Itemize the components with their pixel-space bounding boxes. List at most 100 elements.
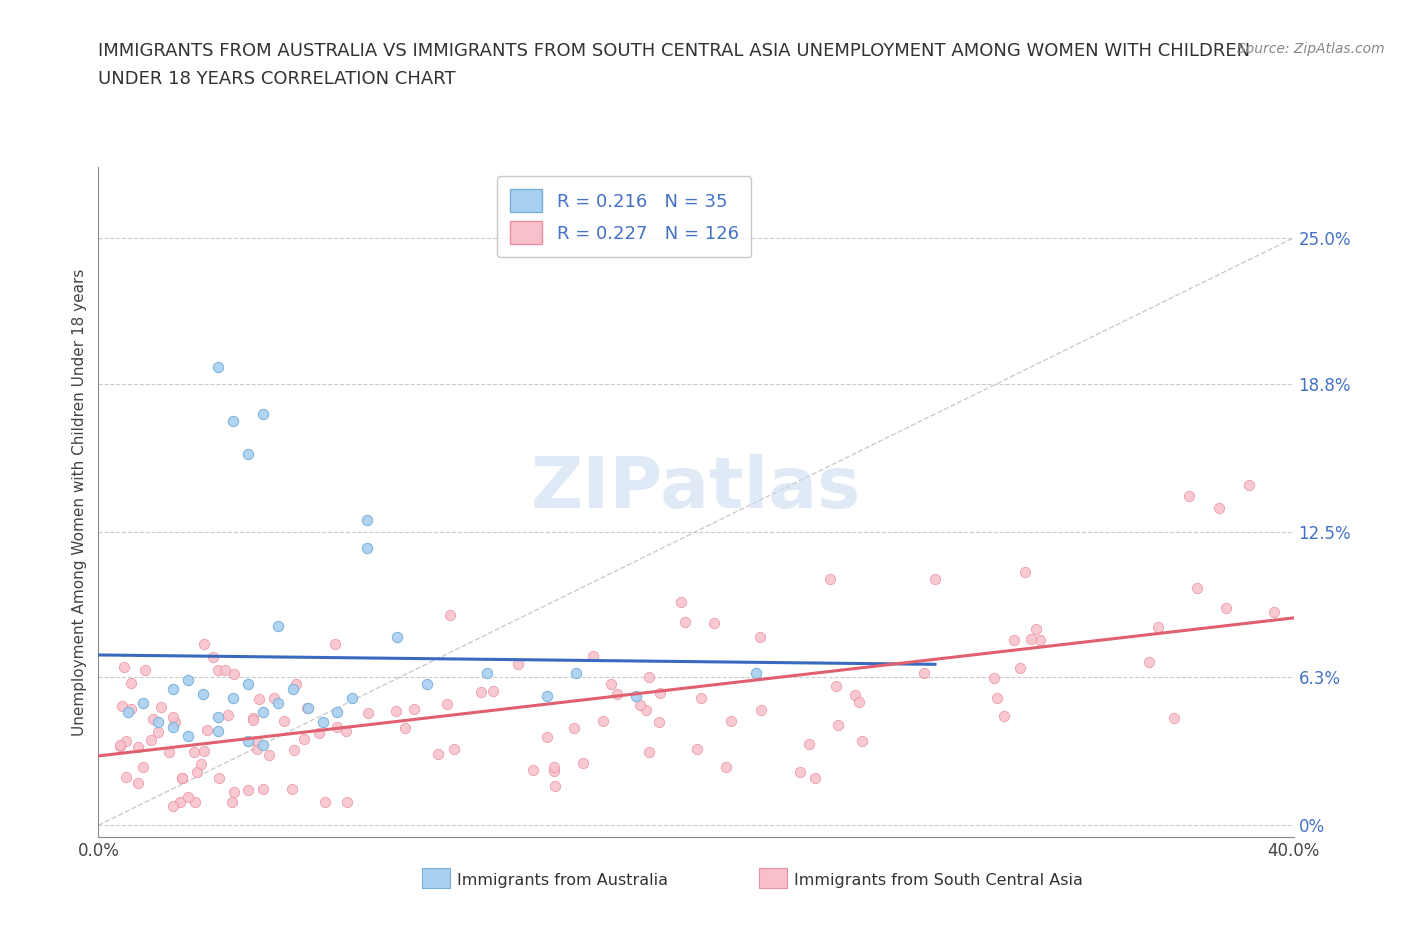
Point — [536, 729, 558, 744]
Point — [115, 769, 138, 784]
Point — [416, 677, 439, 692]
Point — [912, 665, 935, 680]
Point — [297, 700, 319, 715]
Point — [222, 785, 245, 800]
Point — [197, 723, 219, 737]
Point — [236, 677, 259, 692]
Point — [148, 724, 170, 739]
Point — [284, 676, 307, 691]
Point — [193, 636, 215, 651]
Point — [714, 759, 737, 774]
Point — [297, 700, 319, 715]
Point — [190, 757, 212, 772]
Point — [384, 704, 406, 719]
Point — [1137, 655, 1160, 670]
Point — [562, 721, 585, 736]
Point — [170, 771, 193, 786]
Text: UNDER 18 YEARS CORRELATION CHART: UNDER 18 YEARS CORRELATION CHART — [98, 70, 456, 87]
Point — [165, 714, 187, 729]
Point — [252, 406, 274, 421]
Point — [993, 709, 1015, 724]
Point — [600, 677, 623, 692]
Point — [650, 685, 672, 700]
Point — [637, 745, 659, 760]
Point — [356, 540, 378, 555]
Point — [142, 711, 165, 726]
Point — [149, 700, 172, 715]
Text: Source: ZipAtlas.com: Source: ZipAtlas.com — [1237, 42, 1385, 56]
Point — [1147, 619, 1170, 634]
Point — [543, 764, 565, 778]
Point — [246, 734, 269, 749]
Point — [1208, 500, 1230, 515]
Point — [394, 721, 416, 736]
Point — [1163, 711, 1185, 725]
Point — [470, 684, 492, 699]
Y-axis label: Unemployment Among Women with Children Under 18 years: Unemployment Among Women with Children U… — [72, 269, 87, 736]
Point — [120, 675, 142, 690]
Point — [207, 724, 229, 738]
Point — [208, 770, 231, 785]
Point — [357, 705, 380, 720]
Point — [703, 616, 725, 631]
Point — [1215, 600, 1237, 615]
Point — [820, 571, 842, 586]
Point — [222, 691, 245, 706]
Point — [236, 446, 259, 461]
Point — [308, 725, 330, 740]
Point — [669, 594, 692, 609]
Point — [326, 720, 349, 735]
Point — [1019, 632, 1042, 647]
Point — [648, 715, 671, 730]
Point — [797, 737, 820, 751]
Point — [475, 665, 498, 680]
Point — [222, 667, 245, 682]
Point — [257, 748, 280, 763]
Point — [252, 705, 274, 720]
Point — [986, 691, 1008, 706]
Point — [221, 794, 243, 809]
Point — [508, 657, 530, 671]
Text: ZIPatlas: ZIPatlas — [531, 455, 860, 524]
Point — [132, 696, 155, 711]
Point — [543, 778, 565, 793]
Point — [1263, 604, 1285, 619]
Point — [267, 618, 290, 633]
Legend: R = 0.216   N = 35, R = 0.227   N = 126: R = 0.216 N = 35, R = 0.227 N = 126 — [498, 177, 751, 257]
Point — [745, 665, 768, 680]
Point — [522, 763, 544, 777]
Point — [162, 682, 184, 697]
Point — [114, 734, 136, 749]
Text: Immigrants from South Central Asia: Immigrants from South Central Asia — [794, 873, 1083, 888]
Point — [720, 713, 742, 728]
Point — [1002, 632, 1025, 647]
Point — [314, 794, 336, 809]
Point — [162, 799, 184, 814]
Point — [177, 790, 200, 804]
Point — [177, 672, 200, 687]
Point — [827, 717, 849, 732]
Point — [127, 739, 149, 754]
Point — [582, 649, 605, 664]
Point — [108, 739, 131, 754]
Point — [844, 688, 866, 703]
Point — [132, 760, 155, 775]
Point — [311, 714, 333, 729]
Point — [207, 662, 229, 677]
Point — [217, 707, 239, 722]
Point — [804, 771, 827, 786]
Point — [689, 691, 711, 706]
Point — [634, 702, 657, 717]
Point — [824, 679, 846, 694]
Point — [336, 794, 359, 809]
Point — [404, 702, 426, 717]
Point — [1237, 477, 1260, 492]
Point — [283, 742, 305, 757]
Point — [117, 705, 139, 720]
Point — [281, 682, 304, 697]
Point — [1029, 632, 1052, 647]
Point — [565, 665, 588, 680]
Point — [247, 692, 270, 707]
Point — [110, 738, 132, 753]
Point — [543, 760, 565, 775]
